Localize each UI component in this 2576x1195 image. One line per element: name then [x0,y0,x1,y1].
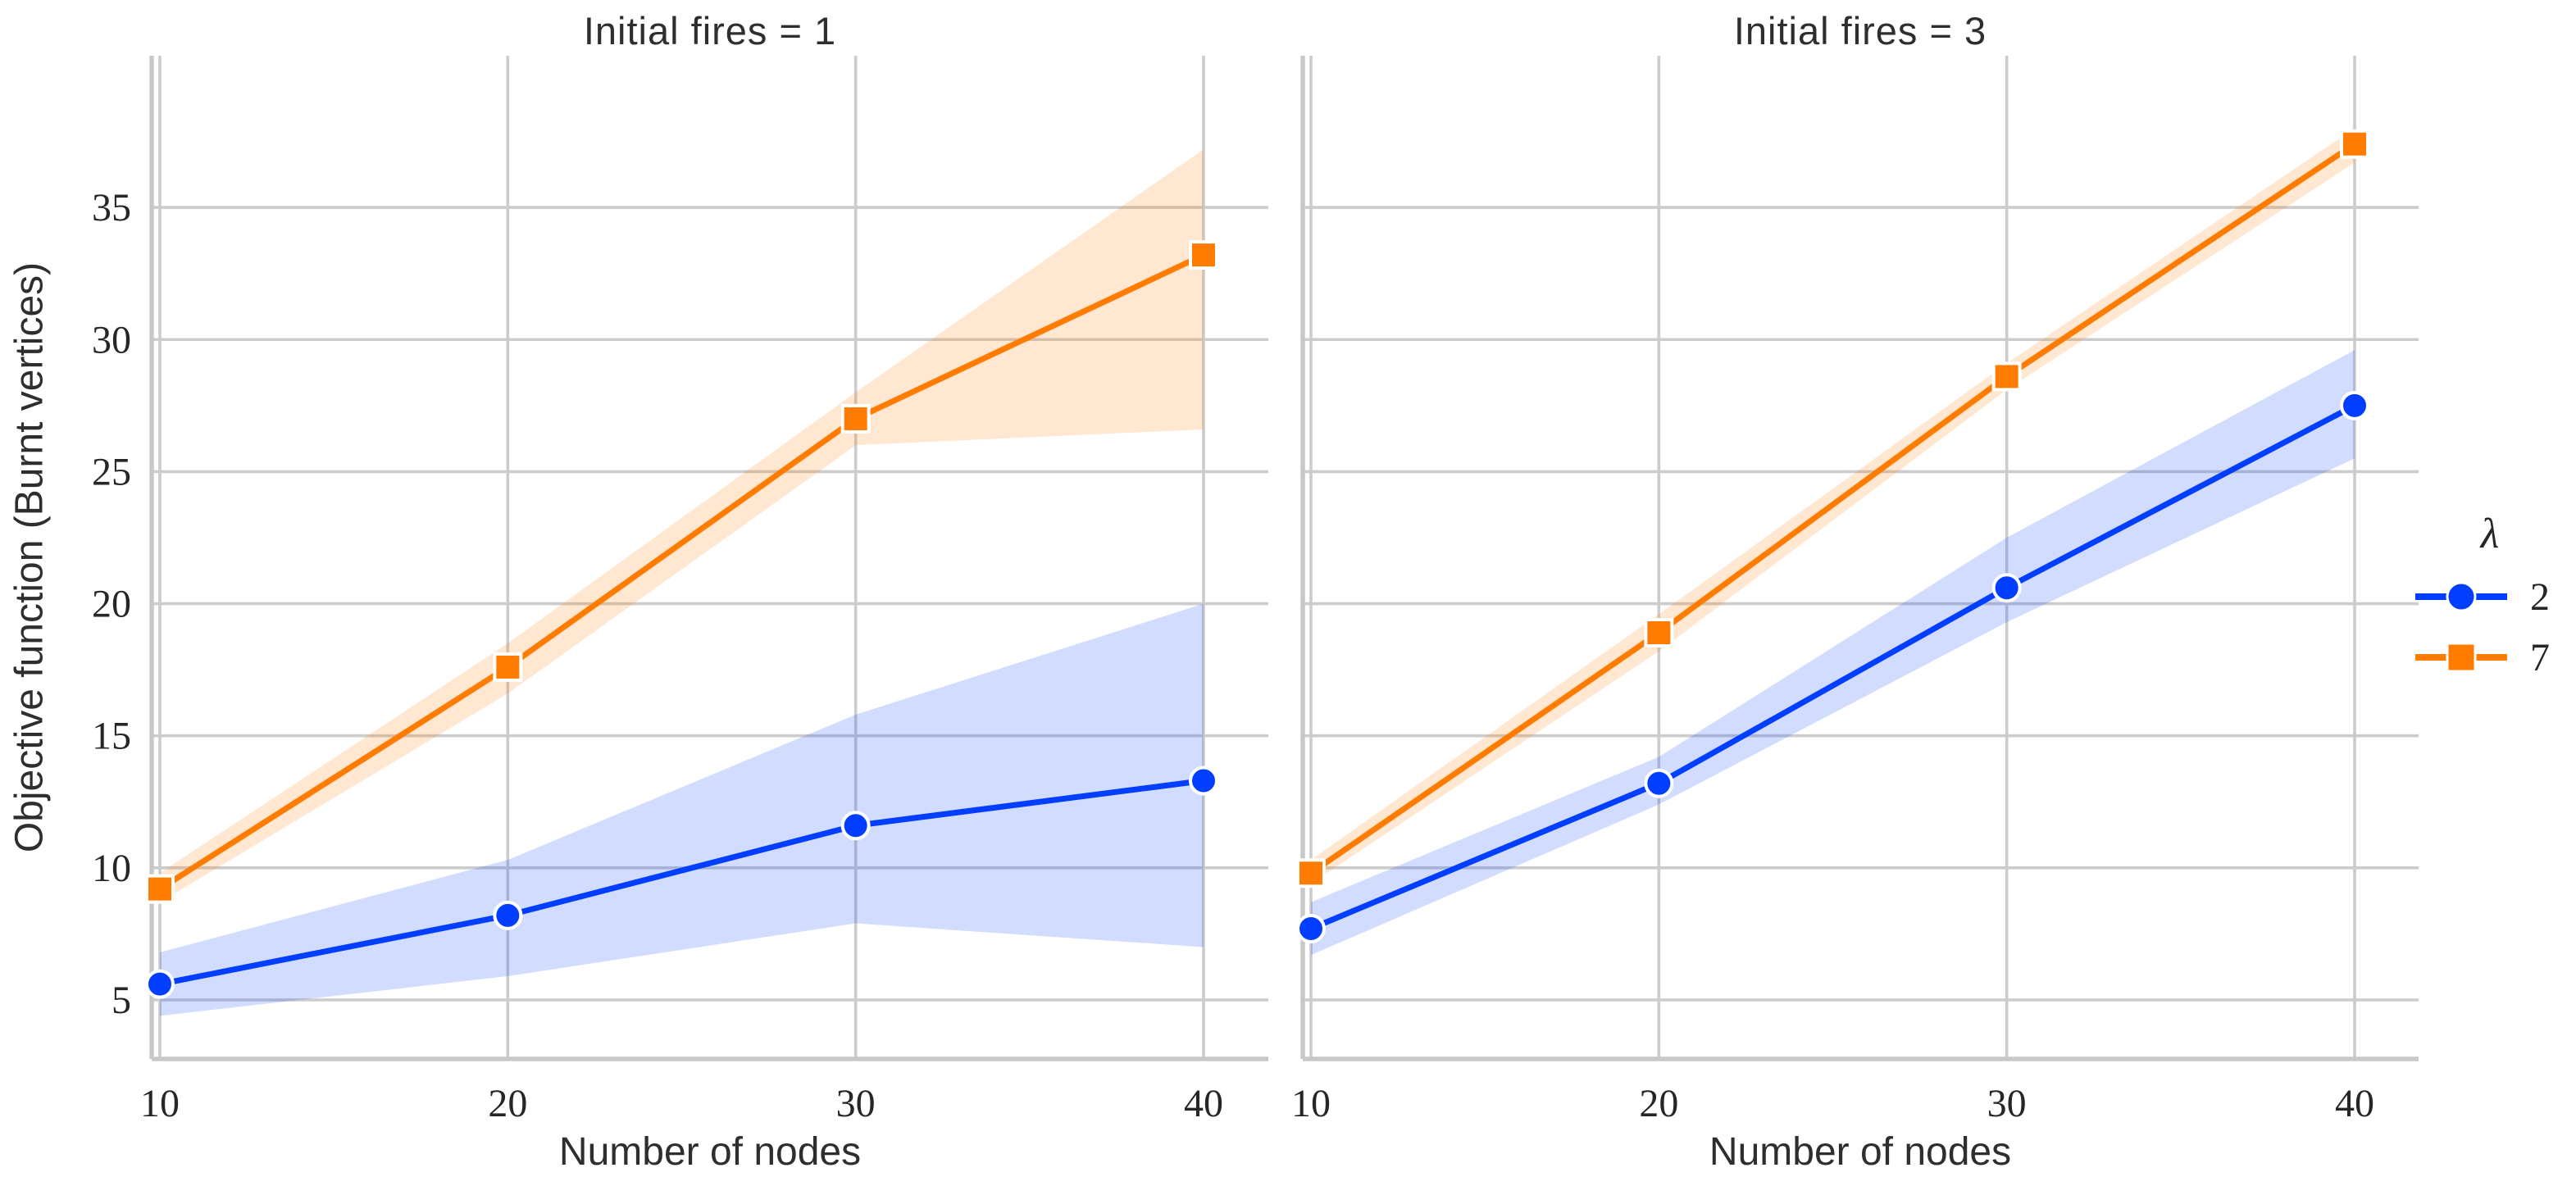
data-point-square-lambda-7-right [1644,618,1674,648]
x-tick-label-right: 30 [1987,1082,2027,1125]
data-point-circle-lambda-2-right [1296,913,1326,943]
y-tick-label: 30 [92,318,131,361]
confidence-band-lambda-2-right [1311,350,2355,956]
x-tick-label-right: 40 [2335,1082,2374,1125]
y-tick-label: 5 [112,979,131,1022]
data-point-square-lambda-7-left [840,403,871,434]
x-axis-label-left: Number of nodes [558,1130,862,1174]
confidence-band-lambda-2-left [160,603,1204,1016]
data-point-circle-lambda-2-right [1991,573,2022,603]
x-tick-label-right: 20 [1639,1082,1678,1125]
data-point-square-lambda-7-left [1189,240,1218,270]
data-point-square-lambda-7-right [1991,361,2022,392]
y-tick-label: 15 [92,715,131,758]
legend-label: 2 [2530,575,2550,619]
series-line-lambda-2-left [157,777,1207,988]
y-tick-label: 10 [92,847,131,890]
series-line-lambda-7-left [157,252,1207,893]
y-tick-label: 25 [92,450,131,493]
x-tick-label-right: 10 [1291,1082,1331,1125]
legend: λ 2 7 [2412,510,2576,684]
y-axis-label-text: Objective function (Burnt vertices) [7,261,52,853]
data-point-square-lambda-7-right [2340,129,2369,159]
x-tick-label-left: 20 [488,1082,527,1125]
legend-entry-lambda-7: 7 [2412,630,2550,684]
x-tick-label-left: 30 [836,1082,876,1125]
data-point-circle-lambda-2-left [145,969,175,999]
data-point-circle-lambda-2-right [1644,768,1674,798]
legend-marker-circle-icon [2415,581,2507,612]
panel-left-title: Initial fires = 1 [583,9,837,52]
y-axis-label: Objective function (Burnt vertices) [7,262,52,852]
panel-right-title: Initial fires = 3 [1733,9,1987,52]
confidence-band-lambda-7-left [160,149,1204,902]
y-tick-label: 20 [92,583,131,626]
legend-marker-square-icon [2415,642,2507,673]
series-line-lambda-2-right [1308,402,2358,932]
data-point-circle-lambda-2-left [493,900,523,930]
data-point-square-lambda-7-left [145,874,175,904]
y-tick-label: 35 [92,186,131,229]
data-point-circle-lambda-2-left [840,811,871,841]
legend-entry-lambda-2: 2 [2412,570,2550,624]
legend-title: λ [2480,511,2500,557]
x-tick-label-left: 40 [1184,1082,1223,1125]
legend-label: 7 [2530,635,2550,679]
data-point-square-lambda-7-right [1296,858,1326,888]
data-point-circle-lambda-2-right [2340,390,2369,420]
series-line-lambda-7-right [1308,141,2358,876]
x-tick-label-left: 10 [140,1082,180,1125]
x-axis-label-right: Number of nodes [1709,1130,2012,1174]
data-point-square-lambda-7-left [493,652,523,682]
data-point-circle-lambda-2-left [1189,766,1218,796]
